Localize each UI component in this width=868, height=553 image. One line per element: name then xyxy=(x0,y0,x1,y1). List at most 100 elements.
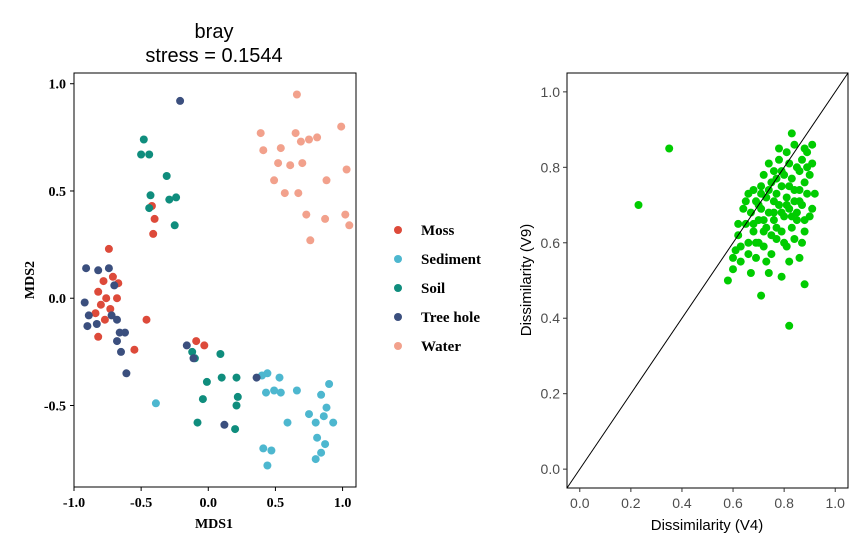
point-tree-hole xyxy=(110,281,119,290)
point-tree-hole xyxy=(189,354,198,363)
point-water xyxy=(276,144,285,153)
point-sediment xyxy=(321,440,330,449)
dissimilarity-point xyxy=(795,253,804,262)
point-water xyxy=(274,159,283,168)
point-water xyxy=(286,161,295,170)
point-sediment xyxy=(259,444,268,453)
dissimilarity-point xyxy=(757,189,766,198)
point-water xyxy=(292,90,301,99)
point-sediment xyxy=(305,410,313,419)
point-moss xyxy=(113,294,121,303)
dissimilarity-point xyxy=(744,238,753,247)
dissimilarity-point xyxy=(757,291,766,300)
dissimilarity-point xyxy=(803,163,812,172)
dissimilarity-point xyxy=(785,321,794,330)
point-soil xyxy=(231,425,240,434)
x-tick-label-right: 0.2 xyxy=(621,495,641,511)
dissimilarity-point xyxy=(634,201,643,209)
point-sediment xyxy=(262,388,270,397)
x-axis-label-right: Dissimilarity (V4) xyxy=(651,517,764,534)
point-moss xyxy=(104,244,113,253)
point-tree-hole xyxy=(176,96,185,105)
x-tick-label-right: 1.0 xyxy=(825,495,845,511)
y-tick-label: 0.5 xyxy=(49,185,67,200)
dissimilarity-point xyxy=(769,208,778,217)
point-soil xyxy=(193,418,202,427)
point-water xyxy=(270,176,279,185)
point-sediment xyxy=(263,369,272,378)
point-sediment xyxy=(313,433,322,442)
point-tree-hole xyxy=(117,347,125,356)
point-water xyxy=(322,176,331,185)
point-water xyxy=(259,146,268,155)
point-sediment xyxy=(151,399,160,408)
x-tick-label-right: 0.6 xyxy=(723,495,743,511)
point-water xyxy=(345,221,354,230)
legend-label: Tree hole xyxy=(421,310,480,326)
y-axis-label: MDS2 xyxy=(23,261,38,299)
point-soil xyxy=(139,135,148,144)
point-moss xyxy=(200,341,209,350)
dissimilarity-point xyxy=(777,272,786,281)
point-moss xyxy=(130,345,139,354)
x-tick-label: 0.5 xyxy=(267,496,285,511)
point-soil xyxy=(137,150,146,159)
point-water xyxy=(298,159,307,168)
dissimilarity-point xyxy=(803,189,812,198)
dissimilarity-point xyxy=(795,167,804,176)
point-sediment xyxy=(275,373,284,382)
dissimilarity-point xyxy=(787,223,796,232)
point-sediment xyxy=(276,388,285,397)
point-tree-hole xyxy=(104,264,113,273)
point-tree-hole xyxy=(121,328,129,337)
identity-line xyxy=(566,72,849,489)
point-tree-hole xyxy=(107,311,116,320)
legend-key-moss xyxy=(394,226,402,234)
dissimilarity-point xyxy=(752,238,760,247)
point-water xyxy=(321,214,330,223)
dissimilarity-point xyxy=(764,159,773,168)
point-moss xyxy=(108,272,117,281)
dissimilarity-point xyxy=(808,204,817,213)
chart-title: bray xyxy=(195,21,234,43)
dissimilarity-point xyxy=(764,269,773,277)
x-tick-label: 0.0 xyxy=(200,496,218,511)
dissimilarity-point xyxy=(736,257,745,266)
legend-label: Soil xyxy=(421,281,445,297)
dissimilarity-point xyxy=(800,178,809,187)
legend-label: Water xyxy=(421,339,461,355)
y-tick-label: -0.5 xyxy=(44,399,66,414)
point-water xyxy=(337,122,346,131)
dissimilarity-point xyxy=(777,182,786,191)
dissimilarity-point xyxy=(723,276,732,285)
point-tree-hole xyxy=(94,266,103,275)
point-water xyxy=(291,129,300,138)
dissimilarity-point xyxy=(790,140,799,149)
dissimilarity-point xyxy=(749,219,758,228)
point-tree-hole xyxy=(82,264,91,273)
dissimilarity-point xyxy=(798,238,806,247)
dissimilarity-point xyxy=(775,144,783,153)
dissimilarity-point xyxy=(810,189,819,198)
dissimilarity-point xyxy=(762,257,771,266)
dissimilarity-point xyxy=(800,216,809,225)
point-sediment xyxy=(270,386,279,395)
legend-label: Moss xyxy=(421,223,454,239)
y-tick-label-right: 1.0 xyxy=(541,84,561,100)
dissimilarity-point xyxy=(800,280,809,289)
y-tick-label-right: 0.0 xyxy=(541,461,561,477)
point-sediment xyxy=(329,418,338,427)
point-water xyxy=(256,129,265,138)
x-axis-label: MDS1 xyxy=(195,517,233,532)
dissimilarity-point xyxy=(785,159,794,168)
point-tree-hole xyxy=(220,420,229,429)
point-water xyxy=(313,133,322,142)
point-sediment xyxy=(311,418,320,427)
dissimilarity-point xyxy=(777,208,786,217)
point-moss xyxy=(94,287,103,296)
point-water xyxy=(342,165,351,174)
point-tree-hole xyxy=(122,369,131,378)
point-soil xyxy=(232,373,241,382)
y-tick-label-right: 0.2 xyxy=(541,386,561,402)
